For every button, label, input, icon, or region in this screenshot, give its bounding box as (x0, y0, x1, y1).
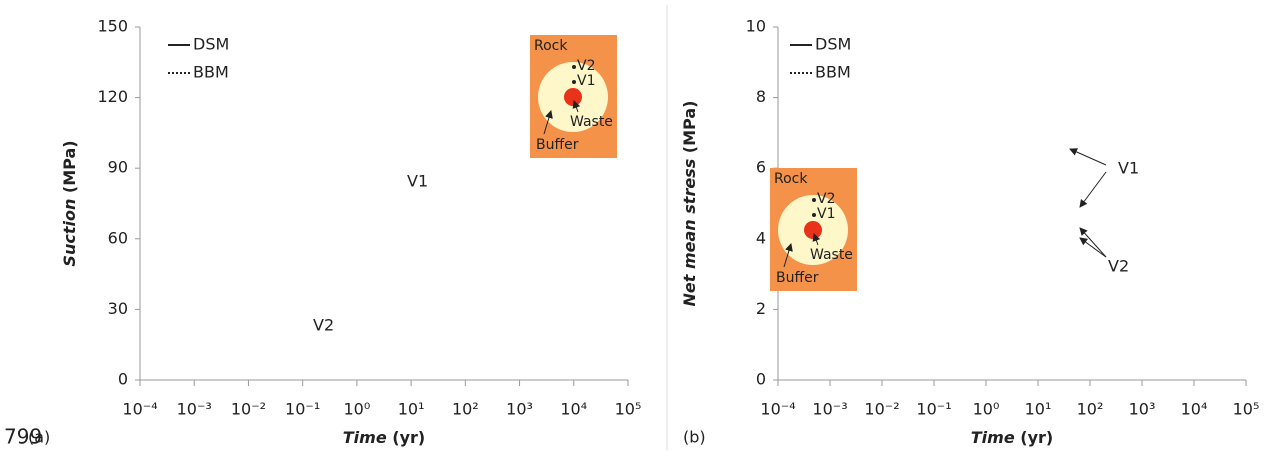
inset-label: Rock (534, 38, 568, 54)
y-tick-label: 150 (97, 17, 128, 36)
y-tick-label: 10 (746, 17, 766, 36)
inset-v1-dot (812, 213, 816, 217)
annotation: V2 (1108, 257, 1129, 276)
x-tick-label: 10⁵ (615, 400, 642, 419)
annotation-arrow (1080, 172, 1106, 207)
inset-label: Buffer (776, 270, 819, 286)
y-label-name: Suction (60, 199, 79, 267)
annotation-arrow (1070, 149, 1106, 165)
y-label-unit: (MPa) (60, 140, 79, 193)
x-tick-label: 10⁻³ (812, 400, 847, 419)
inset-label: Buffer (536, 137, 579, 153)
inset-v1-dot (572, 80, 576, 84)
y-axis-label: Net mean stress (MPa) (680, 101, 699, 307)
y-tick-label: 8 (756, 87, 766, 106)
y-axis-label: Suction (MPa) (60, 140, 79, 266)
x-tick-label: 10¹ (1025, 400, 1052, 419)
x-tick-label: 10⁰ (343, 400, 370, 419)
x-label-name: Time (971, 428, 1015, 447)
x-tick-label: 10⁰ (973, 400, 1000, 419)
y-tick-label: 60 (108, 228, 128, 247)
y-tick-label: 0 (118, 370, 128, 389)
x-tick-label: 10⁻¹ (285, 400, 320, 419)
y-tick-label: 90 (108, 158, 128, 177)
annotation: V1 (1118, 159, 1139, 178)
x-tick-label: 10⁻⁴ (760, 400, 795, 419)
y-label-unit: (MPa) (680, 101, 699, 154)
x-label-unit: (yr) (1020, 428, 1053, 447)
legend-label: DSM (815, 35, 851, 54)
figure: 799 030609012015010⁻⁴10⁻³10⁻²10⁻¹10⁰10¹1… (0, 0, 1288, 452)
x-axis-label: Time (yr) (343, 428, 425, 447)
annotation: V1 (407, 172, 428, 191)
x-label-name: Time (343, 428, 387, 447)
x-tick-label: 10³ (1129, 400, 1156, 419)
annotation-arrow (1080, 228, 1106, 257)
legend-label: DSM (193, 35, 229, 54)
x-tick-label: 10⁴ (560, 400, 587, 419)
x-tick-label: 10⁵ (1233, 400, 1260, 419)
inset-label: V2 (577, 58, 595, 74)
inset-v2-dot (572, 65, 576, 69)
y-tick-label: 6 (756, 158, 766, 177)
legend-label: BBM (193, 63, 229, 82)
inset-label: Rock (774, 171, 808, 187)
y-tick-label: 30 (108, 299, 128, 318)
annotation: V2 (313, 316, 334, 335)
x-tick-label: 10³ (506, 400, 533, 419)
inset-label: V1 (817, 206, 835, 222)
x-tick-label: 10⁻² (864, 400, 899, 419)
y-label-name: Net mean stress (680, 159, 699, 307)
x-tick-label: 10⁻² (231, 400, 266, 419)
legend-label: BBM (815, 63, 851, 82)
x-tick-label: 10⁻¹ (916, 400, 951, 419)
x-tick-label: 10² (1077, 400, 1104, 419)
y-tick-label: 120 (97, 87, 128, 106)
x-tick-label: 10¹ (398, 400, 425, 419)
x-axis-label: Time (yr) (971, 428, 1053, 447)
inset-label: V1 (577, 73, 595, 89)
panel-label: (b) (683, 428, 706, 447)
inset-label: V2 (817, 191, 835, 207)
inset-waste (804, 221, 822, 239)
y-tick-label: 2 (756, 299, 766, 318)
y-tick-label: 0 (756, 370, 766, 389)
x-label-unit: (yr) (392, 428, 425, 447)
inset-label: Waste (810, 247, 853, 263)
inset-v2-dot (812, 198, 816, 202)
x-tick-label: 10² (452, 400, 479, 419)
inset-waste (564, 88, 582, 106)
x-tick-label: 10⁻⁴ (122, 400, 157, 419)
y-tick-label: 4 (756, 228, 766, 247)
panel-label: (a) (28, 428, 50, 447)
x-tick-label: 10⁴ (1181, 400, 1208, 419)
annotation-arrow (1080, 238, 1106, 257)
x-tick-label: 10⁻³ (177, 400, 212, 419)
inset-label: Waste (570, 114, 613, 130)
